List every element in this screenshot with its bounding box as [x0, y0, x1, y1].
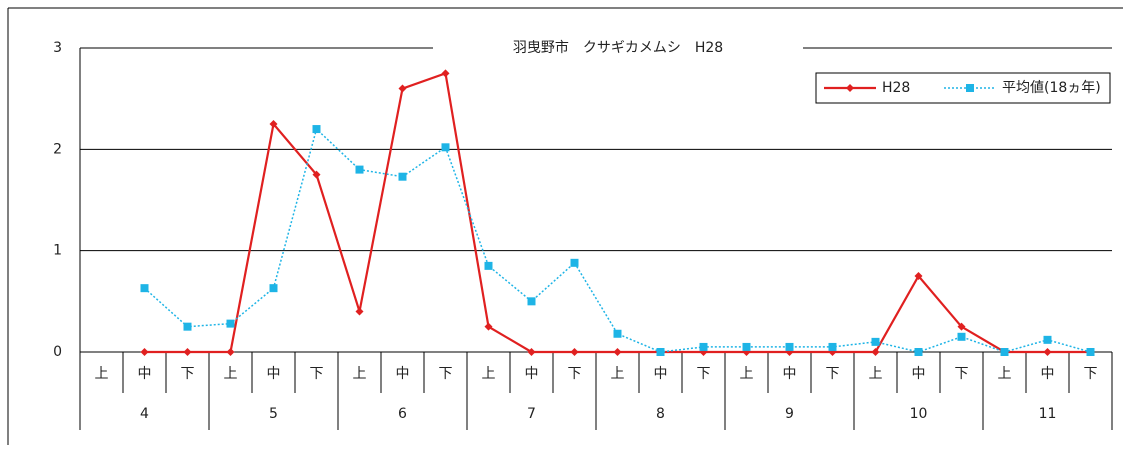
group-label: 10: [910, 406, 928, 422]
point: [183, 322, 192, 331]
x-tick-label: 下: [568, 366, 582, 382]
point: [312, 125, 321, 134]
point: [656, 348, 665, 356]
x-tick-label: 下: [826, 366, 840, 382]
group-label: 8: [656, 406, 665, 422]
x-tick-label: 上: [353, 366, 367, 382]
group-label: 11: [1039, 406, 1057, 422]
x-tick-label: 中: [525, 366, 539, 382]
point: [140, 348, 149, 356]
x-tick-label: 中: [396, 366, 410, 382]
y-tick-label: 2: [53, 141, 62, 157]
point: [871, 348, 880, 356]
point: [441, 143, 450, 152]
x-tick-label: 下: [310, 366, 324, 382]
x-tick-label: 上: [740, 366, 754, 382]
legend-marker: [846, 84, 854, 92]
point: [398, 84, 407, 93]
series-line: [144, 71, 1091, 354]
group-label: 9: [785, 406, 794, 422]
point: [613, 348, 622, 356]
point: [527, 297, 536, 306]
point: [226, 348, 235, 356]
x-tick-label: 中: [1041, 366, 1055, 382]
group-label: 4: [140, 406, 149, 422]
point: [355, 165, 364, 174]
x-tick-label: 下: [181, 366, 195, 382]
x-tick-label: 上: [998, 366, 1012, 382]
x-tick-label: 中: [654, 366, 668, 382]
point: [226, 319, 235, 328]
y-tick-label: 3: [53, 40, 62, 56]
series-line: [143, 127, 1091, 353]
group-label: 7: [527, 406, 536, 422]
point: [312, 170, 321, 179]
group-label: 5: [269, 406, 278, 422]
point: [742, 342, 751, 351]
point: [1000, 348, 1009, 356]
x-tick-label: 上: [95, 366, 109, 382]
point: [398, 172, 407, 181]
x-tick-label: 上: [611, 366, 625, 382]
group-label: 6: [398, 406, 407, 422]
point: [1086, 348, 1095, 356]
chart-title: 羽曳野市 クサギカメムシ H28: [513, 39, 723, 56]
x-tick-label: 中: [267, 366, 281, 382]
point: [355, 307, 364, 316]
point: [570, 348, 579, 356]
x-tick-label: 上: [482, 366, 496, 382]
legend-label: 平均値(18ヵ年): [1002, 80, 1101, 96]
point: [957, 332, 966, 341]
x-tick-label: 中: [783, 366, 797, 382]
x-tick-label: 下: [955, 366, 969, 382]
point: [183, 348, 192, 356]
point: [1043, 335, 1052, 344]
point: [441, 69, 450, 78]
point: [785, 342, 794, 351]
point: [914, 272, 923, 280]
y-tick-label: 0: [53, 344, 62, 360]
x-tick-label: 上: [869, 366, 883, 382]
point: [957, 322, 966, 331]
x-tick-label: 下: [439, 366, 453, 382]
point: [570, 258, 579, 267]
point: [484, 322, 493, 331]
point: [699, 342, 708, 351]
point: [828, 342, 837, 351]
legend-marker: [966, 84, 974, 92]
point: [269, 120, 278, 128]
point: [1043, 348, 1052, 356]
title-background: [433, 36, 803, 60]
point: [484, 261, 493, 270]
x-tick-label: 下: [1084, 366, 1098, 382]
y-tick-label: 1: [53, 243, 62, 259]
x-tick-label: 中: [138, 366, 152, 382]
x-tick-label: 上: [224, 366, 238, 382]
x-tick-label: 下: [697, 366, 711, 382]
point: [871, 337, 880, 346]
point: [527, 348, 536, 356]
legend-label: H28: [882, 80, 910, 96]
point: [613, 329, 622, 338]
x-tick-label: 中: [912, 366, 926, 382]
point: [269, 284, 278, 293]
point: [140, 284, 149, 293]
point: [914, 348, 923, 356]
